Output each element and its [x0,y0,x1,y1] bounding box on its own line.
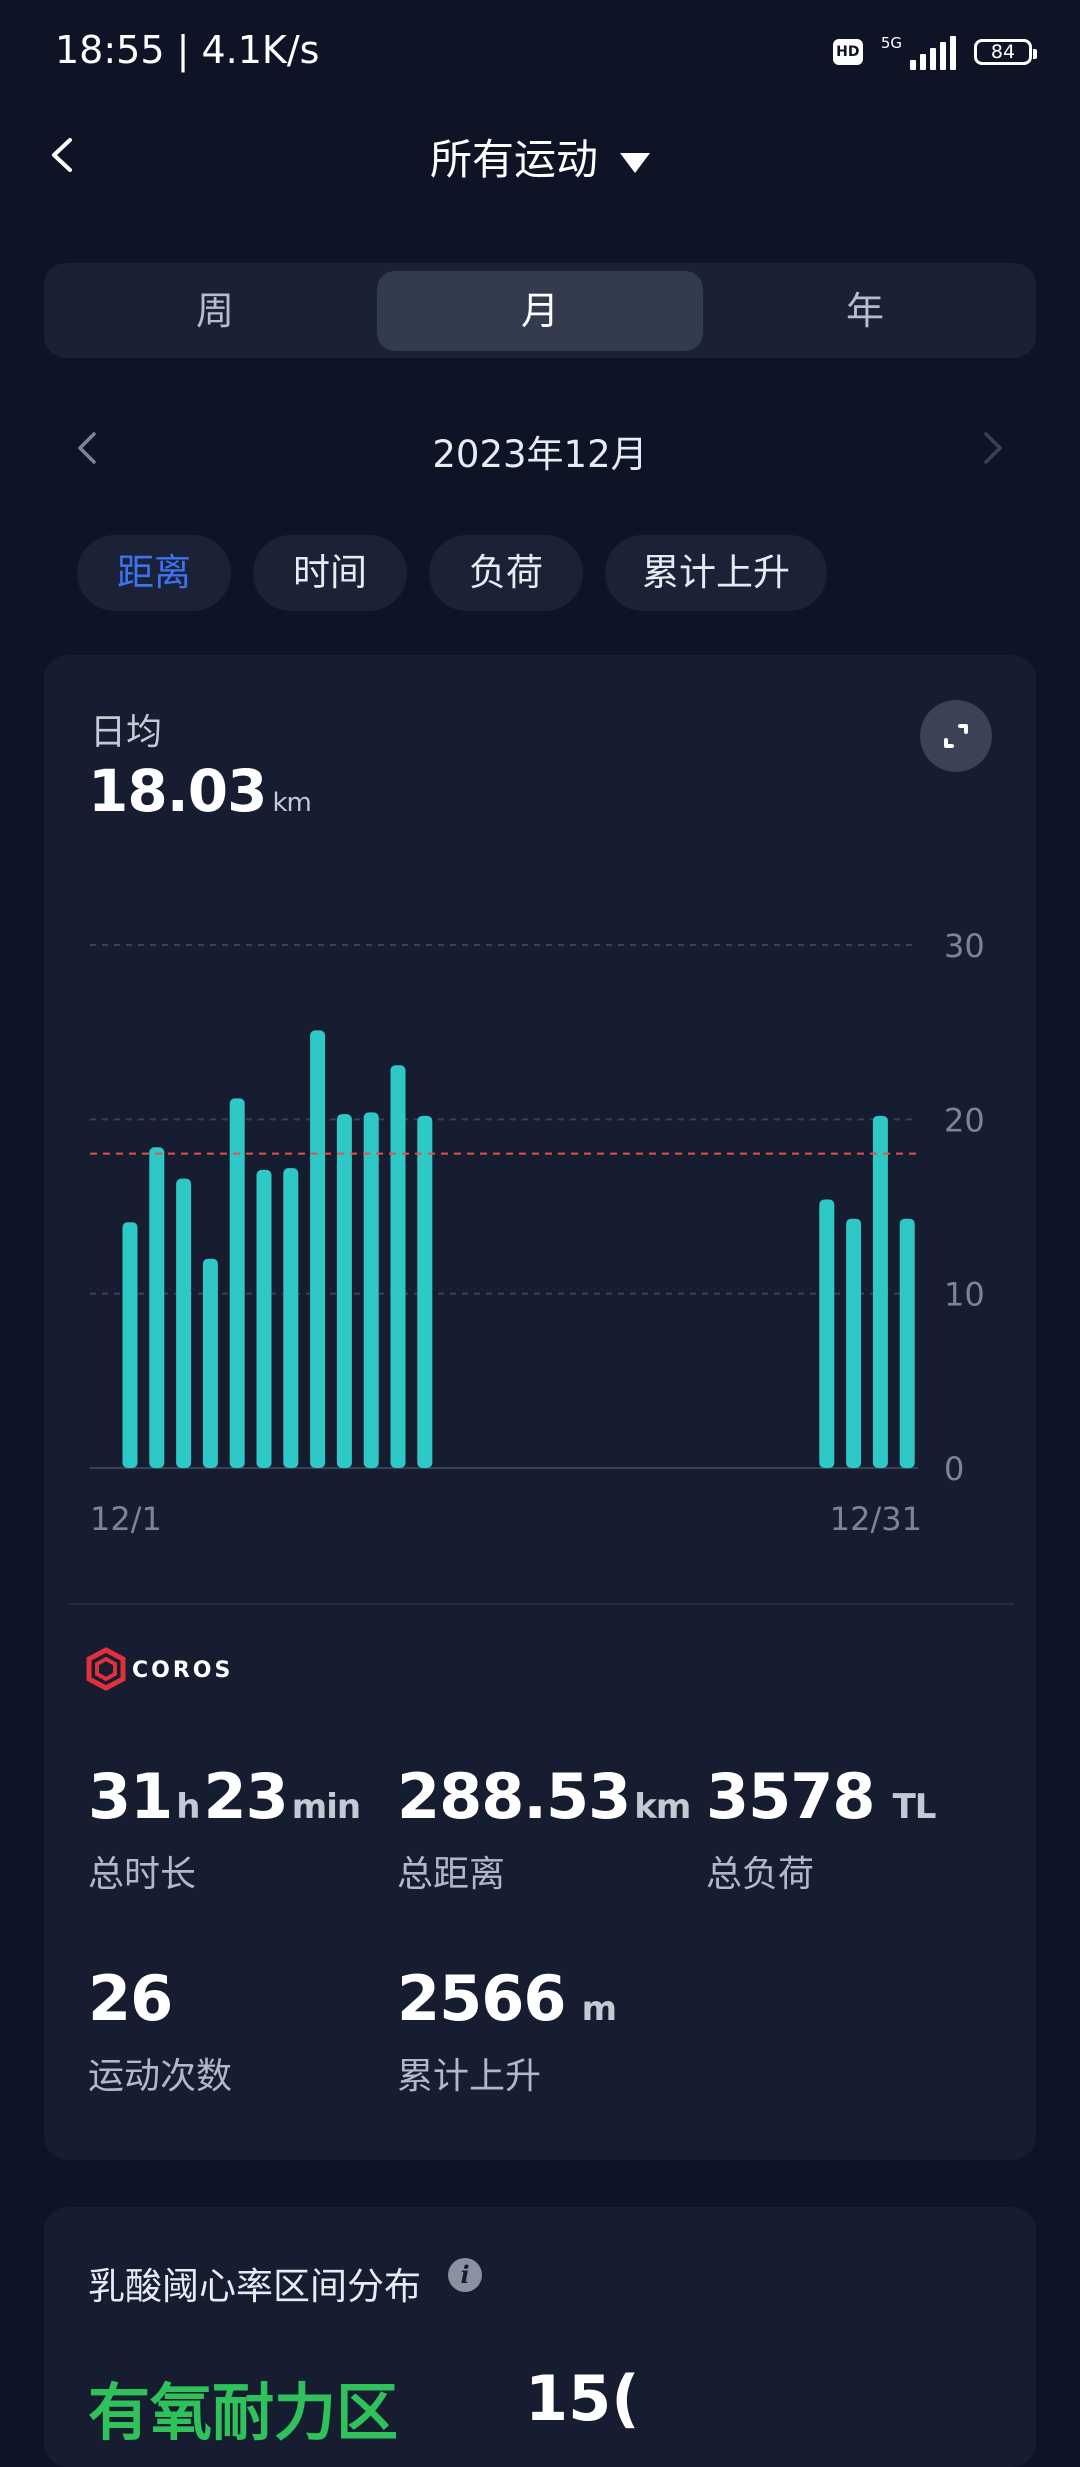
battery-icon: 84 [974,39,1037,65]
chart-bar [256,1169,272,1468]
chevron-left-icon [78,432,96,464]
y-tick-label: 10 [944,1276,985,1314]
daily-avg-number: 18.03 [88,757,267,825]
page-title: 所有运动 [429,135,598,184]
sport-filter-dropdown[interactable]: 所有运动 [0,126,1080,187]
lactate-hr-title: 乳酸阈心率区间分布 [88,2265,421,2308]
expand-button[interactable] [920,700,992,772]
stat-count-value: 26 [88,1962,173,2035]
coros-logo: COROS [86,1647,256,1695]
battery-level: 84 [990,41,1016,63]
status-time: 18:55 | 4.1K/s [55,28,320,72]
tab-year[interactable]: 年 [845,289,884,333]
chart-bar [229,1098,245,1468]
y-tick-label: 0 [944,1450,964,1488]
chip-distance[interactable]: 距离 [77,535,231,611]
chart-bar [202,1258,218,1468]
chart-bar [417,1115,433,1468]
chart-bar [390,1065,406,1468]
chevron-left-icon [52,138,72,172]
lactate-zone-label: 有氧耐力区 [88,2376,399,2449]
coros-logo-text: COROS [132,1658,233,1683]
daily-avg-label: 日均 [90,712,163,753]
stat-load-label: 总负荷 [706,1854,815,1895]
x-tick-label-start: 12/1 [90,1500,162,1538]
y-tick-label: 30 [944,927,985,965]
chevron-right-icon [984,432,1002,464]
chip-load[interactable]: 负荷 [429,535,583,611]
chart-bar [310,1030,326,1468]
stat-duration-value: 31 h23 min [88,1760,361,1833]
chart-bar [846,1218,862,1468]
chart-bar [122,1222,138,1468]
chart-bar [336,1114,352,1468]
coros-logo-icon: COROS [86,1647,233,1691]
daily-avg-unit: km [272,788,311,818]
period-segmented-control: 周 月 年 [44,263,1036,358]
chip-time[interactable]: 时间 [253,535,407,611]
lactate-zone-value: 15( [525,2362,640,2435]
hd-badge: HD [832,39,863,65]
signal-icon: 5G [881,34,956,70]
chart-bar [149,1147,165,1468]
next-month-button[interactable] [978,428,1008,468]
stat-count-label: 运动次数 [88,2056,233,2097]
stat-duration-label: 总时长 [88,1854,197,1895]
x-tick-label-end: 12/31 [830,1500,922,1538]
back-button[interactable] [42,130,82,180]
chart-bar [363,1112,379,1468]
stat-distance-value: 288.53 km [397,1760,691,1833]
stat-distance-label: 总距离 [397,1854,506,1895]
chart-bar [176,1178,192,1468]
month-label: 2023年12月 [432,433,648,476]
caret-down-icon [620,152,650,173]
stat-ascent-value: 2566 m [397,1962,617,2035]
network-label: 5G [880,34,902,52]
chart-bar [899,1218,915,1468]
prev-month-button[interactable] [72,428,102,468]
divider [68,1603,1014,1605]
distance-bar-chart: 0 10 20 30 12/1 12/31 [90,927,985,1538]
info-icon[interactable]: i [448,2258,482,2292]
chart-bar [283,1168,299,1468]
tab-month[interactable]: 月 [377,271,703,351]
stat-ascent-label: 累计上升 [397,2056,542,2097]
stat-load-value: 3578 TL [706,1760,936,1833]
y-tick-label: 20 [944,1101,985,1139]
chart-bar [872,1115,888,1468]
tab-week[interactable]: 周 [195,289,234,333]
chip-ascent[interactable]: 累计上升 [605,535,827,611]
expand-icon [944,724,968,748]
status-icons: HD 5G 84 [832,34,1037,70]
chart-bar [819,1199,835,1468]
daily-avg-value: 18.03 km [88,757,312,825]
